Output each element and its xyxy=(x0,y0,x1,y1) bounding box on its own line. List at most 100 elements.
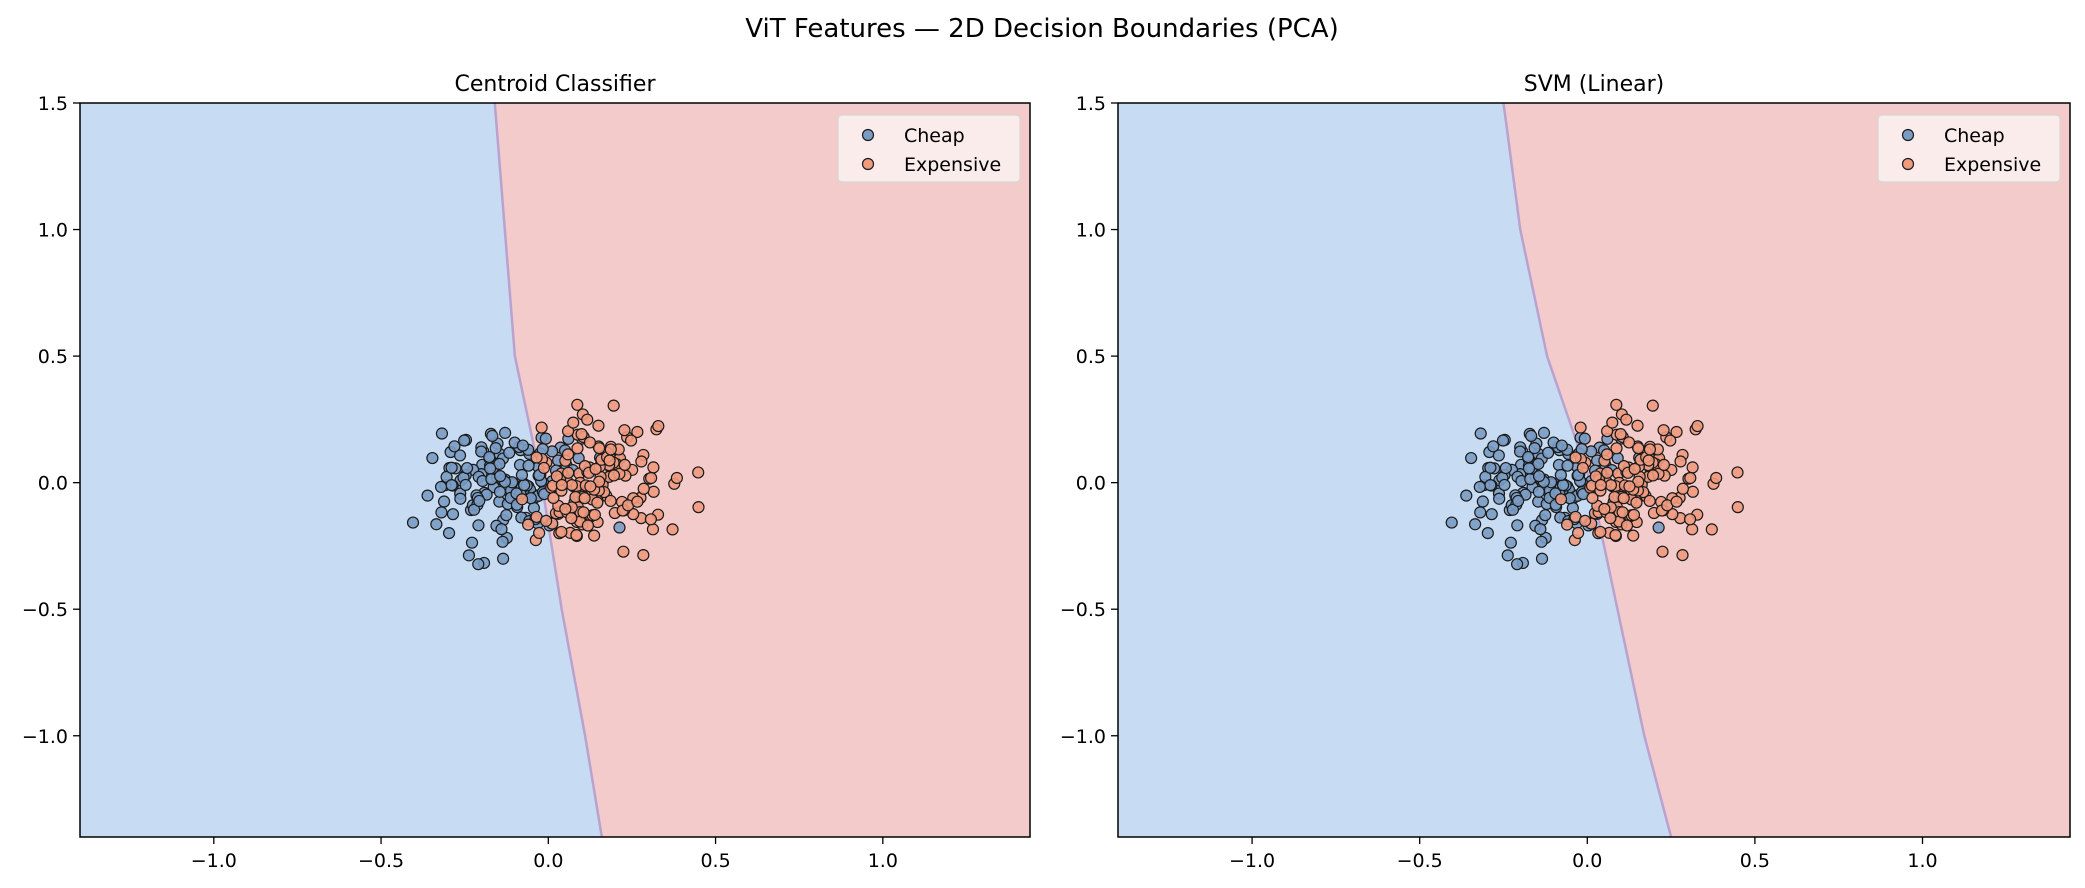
point-expensive xyxy=(583,436,597,449)
panel-2: SVM (Linear) −1.0 −0.5 0.0 0.5 1.0 1.5 1.0 0.5 0.… xyxy=(1060,72,2071,872)
point-expensive xyxy=(637,482,650,495)
point-expensive xyxy=(1604,512,1617,525)
point-expensive xyxy=(1710,471,1723,485)
point-cheap xyxy=(1522,462,1536,475)
y-tick-label: 0.5 xyxy=(38,346,68,368)
legend-marker xyxy=(861,157,875,171)
point-expensive xyxy=(1598,502,1611,516)
legend-box xyxy=(837,114,1021,183)
point-expensive xyxy=(692,466,705,479)
point-expensive xyxy=(637,548,650,562)
point-cheap xyxy=(493,485,507,498)
point-expensive xyxy=(635,455,648,468)
point-expensive xyxy=(571,442,584,455)
legend: Cheap Expensive xyxy=(1877,114,2061,183)
point-expensive xyxy=(1586,491,1599,505)
point-expensive xyxy=(1657,424,1670,437)
point-expensive xyxy=(1686,485,1699,498)
point-expensive xyxy=(1642,454,1655,467)
point-expensive xyxy=(692,501,705,514)
point-expensive xyxy=(1646,469,1660,482)
plot-area xyxy=(1118,103,2070,837)
point-expensive xyxy=(1684,471,1697,485)
point-expensive xyxy=(562,466,575,479)
point-cheap xyxy=(454,492,467,505)
point-cheap xyxy=(1525,429,1538,442)
point-cheap xyxy=(1561,459,1574,472)
point-expensive xyxy=(1643,443,1657,456)
point-cheap xyxy=(494,470,507,483)
point-cheap xyxy=(1652,521,1665,534)
point-cheap xyxy=(1528,442,1541,455)
point-expensive xyxy=(565,512,578,525)
x-tick-label: 1.0 xyxy=(1907,850,1937,872)
point-expensive xyxy=(1622,436,1636,449)
point-expensive xyxy=(1601,466,1614,479)
point-cheap xyxy=(1485,508,1498,521)
point-expensive xyxy=(603,454,616,467)
point-expensive xyxy=(1576,461,1589,475)
point-expensive xyxy=(555,478,568,492)
legend-box xyxy=(1877,114,2061,183)
point-cheap xyxy=(1554,468,1567,482)
axes-frame xyxy=(79,102,1031,838)
point-expensive xyxy=(617,545,630,558)
point-expensive xyxy=(666,523,679,536)
point-expensive xyxy=(1610,442,1623,455)
point-expensive xyxy=(565,479,578,492)
point-cheap xyxy=(500,509,513,522)
point-cheap xyxy=(518,479,531,492)
point-cheap xyxy=(499,426,512,439)
x-tick-label: 1.0 xyxy=(868,850,898,872)
y-tick-label: 0.5 xyxy=(1076,346,1106,368)
point-cheap xyxy=(1504,536,1517,549)
point-cheap xyxy=(437,495,451,508)
point-cheap xyxy=(1474,427,1487,440)
point-expensive xyxy=(1628,462,1641,476)
y-tick-label: −1.0 xyxy=(22,726,68,748)
point-cheap xyxy=(445,479,458,492)
point-cheap xyxy=(496,535,509,548)
point-cheap xyxy=(465,536,479,549)
point-cheap xyxy=(486,429,499,442)
point-expensive xyxy=(547,491,560,505)
subplot-title: SVM (Linear) xyxy=(1524,72,1665,97)
point-expensive xyxy=(588,529,601,542)
point-cheap xyxy=(434,480,448,494)
x-tick-label: 0.0 xyxy=(533,850,563,872)
point-expensive xyxy=(533,526,546,540)
point-expensive xyxy=(1560,518,1574,531)
y-tick-label: 0.0 xyxy=(38,473,68,495)
point-cheap xyxy=(430,518,443,531)
point-expensive xyxy=(1691,419,1704,433)
point-cheap xyxy=(406,516,420,529)
point-cheap xyxy=(1501,549,1514,562)
point-expensive xyxy=(647,461,660,474)
point-expensive xyxy=(540,514,553,527)
panel-1: Centroid Classifier −1.0 −0.5 0.0 0.5 1.0 1.5 1… xyxy=(22,72,1031,872)
point-cheap xyxy=(473,494,486,508)
point-cheap xyxy=(435,506,448,519)
point-cheap xyxy=(1532,485,1545,498)
point-expensive xyxy=(1643,494,1656,508)
point-cheap xyxy=(1511,519,1524,532)
point-cheap xyxy=(460,461,474,475)
point-expensive xyxy=(1631,419,1644,432)
point-expensive xyxy=(1623,480,1636,493)
region-cheap xyxy=(1118,103,1672,837)
point-expensive xyxy=(631,425,644,439)
point-expensive xyxy=(581,413,594,426)
subplot-title: Centroid Classifier xyxy=(455,72,657,97)
region-cheap xyxy=(80,103,602,837)
point-cheap xyxy=(1556,479,1570,492)
y-tick-label: −0.5 xyxy=(22,599,68,621)
point-expensive xyxy=(1604,479,1618,492)
x-tick-label: −0.5 xyxy=(1397,850,1443,872)
point-cheap xyxy=(484,462,497,475)
point-expensive xyxy=(567,416,580,429)
point-cheap xyxy=(1476,495,1489,508)
point-expensive xyxy=(1657,458,1671,472)
point-expensive xyxy=(1617,492,1630,505)
point-cheap xyxy=(503,446,516,459)
